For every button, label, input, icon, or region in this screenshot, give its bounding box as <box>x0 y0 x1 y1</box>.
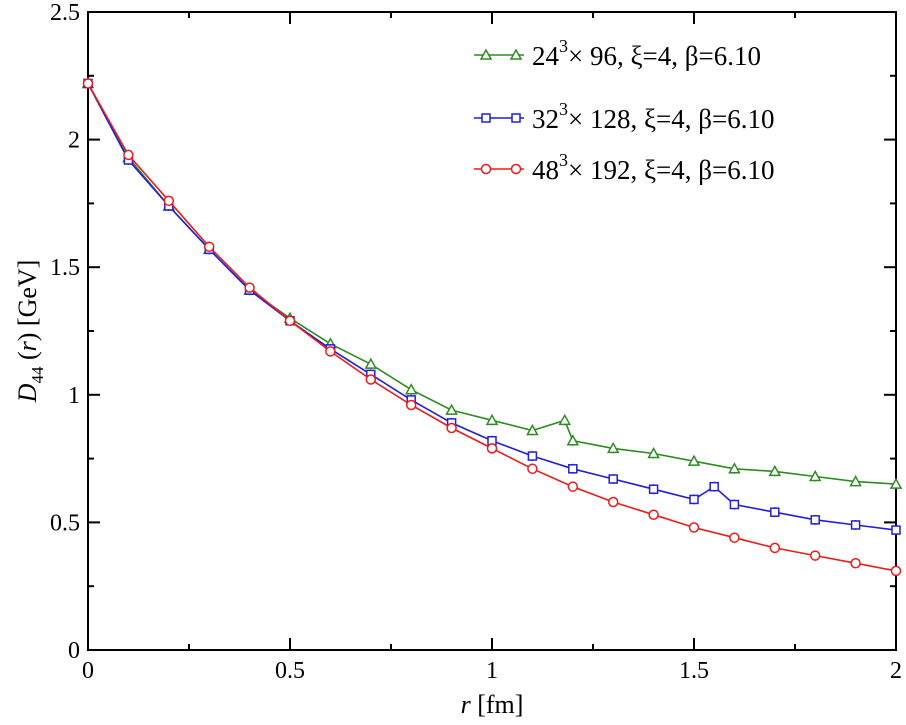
y-tick-label: 0.5 <box>50 510 80 536</box>
legend-label: 483× 192, ξ=4, β=6.10 <box>532 150 774 185</box>
data-point <box>808 469 822 482</box>
series-line <box>87 83 897 572</box>
data-point <box>486 443 498 454</box>
data-point <box>769 542 781 554</box>
x-tick-label: 1.5 <box>679 658 709 684</box>
data-point <box>526 423 539 436</box>
y-axis-title: D44 (r) [GeV] <box>13 260 47 404</box>
series-triangle <box>81 76 903 490</box>
legend-label-exponent: 3 <box>559 99 568 119</box>
data-point <box>687 454 701 466</box>
series-line <box>87 83 897 531</box>
x-tick-label: 0.5 <box>275 658 305 684</box>
legend-label-base: 32 <box>532 104 559 134</box>
data-point <box>729 532 740 543</box>
series-circle <box>82 78 902 577</box>
legend-label-exponent: 3 <box>559 36 568 56</box>
data-point <box>606 441 620 454</box>
data-point <box>889 477 903 489</box>
data-point <box>404 383 418 395</box>
data-point <box>284 315 296 327</box>
data-point <box>890 565 902 577</box>
legend-marker <box>479 48 493 60</box>
data-point <box>850 520 861 530</box>
data-point <box>527 451 538 461</box>
data-point <box>558 413 571 426</box>
data-point <box>809 550 821 561</box>
data-point <box>364 357 378 369</box>
legend-label-rest: × 128, ξ=4, β=6.10 <box>568 104 774 134</box>
data-point <box>770 507 780 517</box>
series-square <box>83 78 901 536</box>
legend-label-rest: × 96, ξ=4, β=6.10 <box>568 41 761 71</box>
legend-marker <box>509 48 523 60</box>
y-tick-label: 0 <box>68 638 80 664</box>
data-point <box>729 499 740 510</box>
data-point <box>568 464 578 474</box>
legend-marker <box>481 113 491 123</box>
legend-marker <box>510 163 522 175</box>
legend-label: 243× 96, ξ=4, β=6.10 <box>532 36 761 71</box>
x-axis-title: r [fm] <box>461 690 524 719</box>
y-tick-label: 1.5 <box>50 255 80 281</box>
x-tick-label: 2 <box>890 658 902 684</box>
data-point <box>123 149 134 161</box>
data-point <box>445 403 458 415</box>
data-point <box>648 509 659 520</box>
legend-marker <box>511 113 521 123</box>
data-point <box>607 496 619 508</box>
data-point <box>405 399 417 411</box>
data-point <box>163 195 175 207</box>
data-point <box>648 484 659 494</box>
data-point <box>689 494 699 505</box>
plot-frame <box>87 11 897 651</box>
legend-label-rest: × 192, ξ=4, β=6.10 <box>568 155 774 185</box>
data-point <box>688 522 700 533</box>
data-point <box>203 241 215 253</box>
data-point <box>891 525 901 535</box>
y-tick-label: 2 <box>68 128 80 154</box>
axis-ticks: 0 0.5 1 1.5 2 0 0.5 1 1.5 2 2.5 <box>50 0 902 684</box>
data-point <box>82 78 94 89</box>
legend-label-base: 24 <box>532 41 560 71</box>
data-point <box>446 422 457 434</box>
x-tick-label: 1 <box>486 658 498 684</box>
data-point <box>768 464 782 477</box>
legend-label-exponent: 3 <box>559 150 568 170</box>
y-tick-label: 2.5 <box>50 0 80 26</box>
data-point <box>647 446 660 459</box>
data-point <box>485 413 499 426</box>
x-tick-label: 0 <box>82 658 94 684</box>
data-point <box>850 557 861 569</box>
data-point <box>365 374 377 385</box>
data-point <box>325 346 336 357</box>
data-point <box>566 434 580 446</box>
data-point <box>527 463 538 475</box>
data-point <box>728 462 741 474</box>
series-layer <box>81 76 903 577</box>
data-point <box>608 474 618 484</box>
legend-label: 323× 128, ξ=4, β=6.10 <box>532 99 774 134</box>
data-point <box>567 481 579 492</box>
data-point <box>849 475 862 487</box>
y-tick-label: 1 <box>68 383 80 409</box>
legend-label-base: 48 <box>532 155 559 185</box>
data-point <box>709 481 719 492</box>
data-point <box>244 282 255 293</box>
data-point <box>810 515 820 525</box>
legend-marker <box>480 163 492 175</box>
